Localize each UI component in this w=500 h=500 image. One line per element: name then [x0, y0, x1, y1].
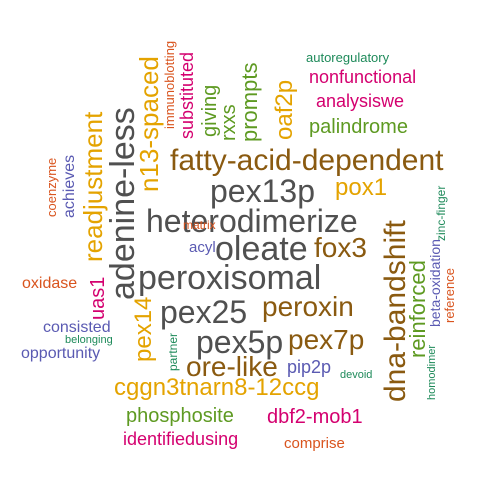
word-homodimer: homodimer — [426, 344, 438, 400]
word-immunoblotting: immunoblotting — [162, 40, 177, 129]
word-achieves: achieves — [61, 154, 78, 218]
word-beta-oxidation: beta-oxidation — [427, 239, 443, 327]
word-pex7p: pex7p — [288, 324, 365, 355]
word-fox3: fox3 — [314, 232, 367, 263]
word-dbf2-mob1: dbf2-mob1 — [267, 406, 363, 428]
word-zinc-finger: zinc-finger — [434, 185, 448, 241]
word-acyl: acyl — [189, 239, 216, 256]
word-comprise: comprise — [284, 435, 345, 452]
word-coenzyme: coenzyme — [44, 157, 59, 217]
word-uas1: uas1 — [87, 276, 109, 320]
word-oxidase: oxidase — [22, 275, 78, 292]
word-partner: partner — [166, 332, 180, 371]
word-nonfunctional: nonfunctional — [309, 67, 417, 87]
word-belonging: belonging — [65, 334, 113, 346]
word-substituted: substituted — [177, 51, 197, 139]
word-peroxin: peroxin — [262, 291, 354, 322]
word-heterodimerize: heterodimerize — [146, 203, 358, 239]
word-pex25: pex25 — [160, 294, 248, 330]
word-consisted: consisted — [43, 319, 111, 336]
word-oaf2p: oaf2p — [271, 79, 298, 140]
word-autoregulatory: autoregulatory — [306, 50, 390, 65]
word-ore-like: ore-like — [186, 351, 278, 382]
word-analysiswe: analysiswe — [316, 91, 405, 111]
word-giving: giving — [199, 84, 221, 137]
word-reinforced: reinforced — [405, 260, 430, 358]
word-prompts: prompts — [237, 62, 262, 142]
word-pip2p: pip2p — [287, 357, 332, 377]
word-rxxs: rxxs — [218, 104, 240, 141]
word-pex13p: pex13p — [210, 173, 315, 209]
word-palindrome: palindrome — [309, 116, 408, 138]
word-pex14: pex14 — [130, 296, 157, 362]
word-matrix: matrix — [183, 218, 216, 232]
word-pex5p: pex5p — [196, 324, 284, 360]
word-phosphosite: phosphosite — [126, 405, 234, 427]
word-pox1: pox1 — [335, 174, 388, 201]
word-readjustment: readjustment — [78, 111, 108, 262]
word-reference: reference — [442, 268, 457, 323]
word-devoid: devoid — [340, 369, 373, 381]
word-n13-spaced: n13-spaced — [134, 56, 164, 192]
word-oleate: oleate — [215, 230, 308, 268]
word-fatty-acid-dependent: fatty-acid-dependent — [170, 144, 444, 177]
word-peroxisomal: peroxisomal — [138, 259, 322, 297]
word-cggn3tnarn8-12ccg: cggn3tnarn8-12ccg — [114, 374, 320, 401]
word-identifiedusing: identifiedusing — [123, 429, 239, 449]
word-opportunity: opportunity — [21, 345, 101, 362]
